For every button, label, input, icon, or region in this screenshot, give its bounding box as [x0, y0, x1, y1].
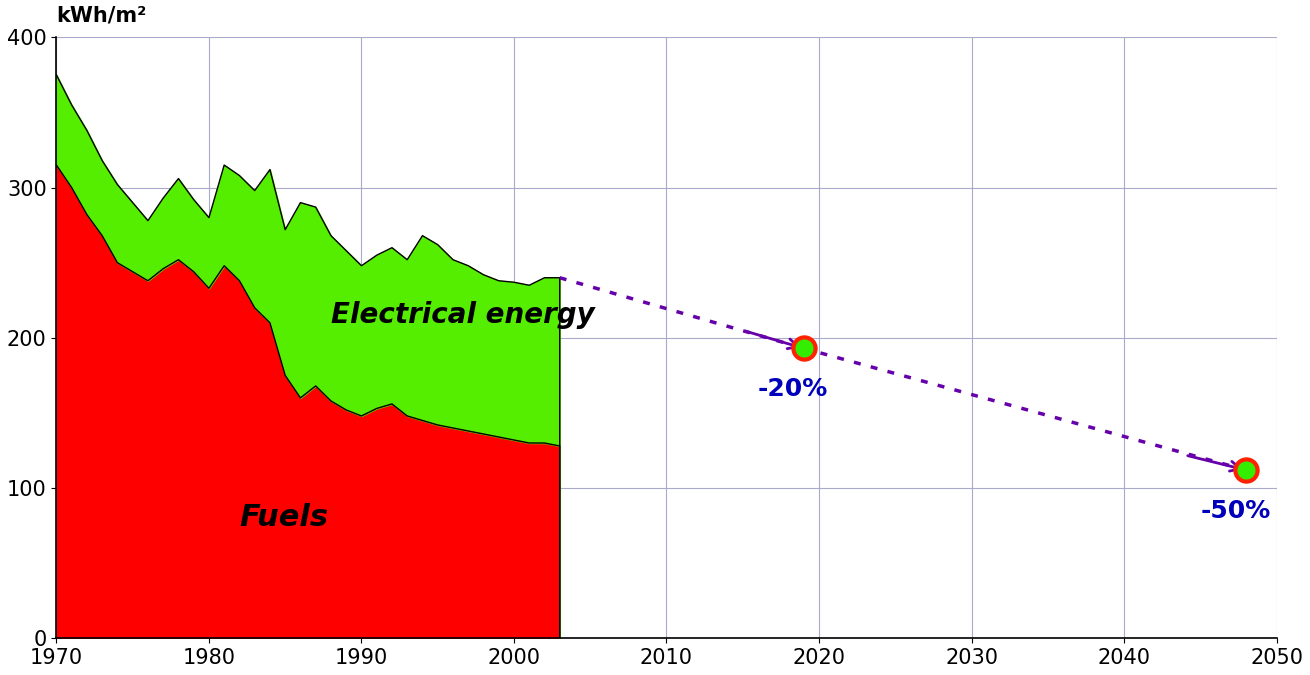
Text: kWh/m²: kWh/m² [56, 5, 147, 26]
Text: Electrical energy: Electrical energy [331, 301, 595, 329]
Text: Fuels: Fuels [240, 503, 329, 532]
Text: -50%: -50% [1200, 499, 1271, 523]
Text: -20%: -20% [758, 377, 828, 402]
